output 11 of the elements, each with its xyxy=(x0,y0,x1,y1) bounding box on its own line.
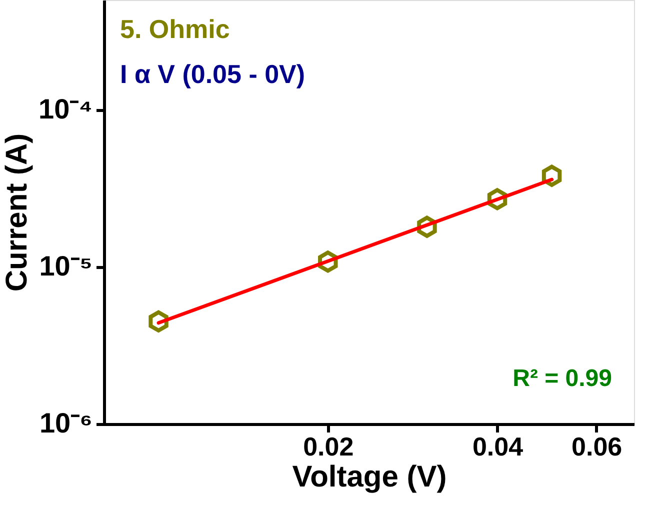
x-tick-label: 0.06 xyxy=(572,432,622,462)
y-tick-label: 10⁻⁴ xyxy=(38,93,92,124)
annotation: 5. Ohmic xyxy=(120,14,230,44)
x-axis-title: Voltage (V) xyxy=(292,460,447,494)
y-tick-label: 10⁻⁵ xyxy=(39,250,92,282)
y-axis-title: Current (A) xyxy=(0,133,34,292)
x-tick-label: 0.02 xyxy=(303,432,354,462)
y-tick-label: 10⁻⁶ xyxy=(39,408,92,438)
annotation: I α V (0.05 - 0V) xyxy=(120,59,306,89)
x-tick-label: 0.04 xyxy=(472,432,524,462)
annotation: R² = 0.99 xyxy=(512,365,612,392)
